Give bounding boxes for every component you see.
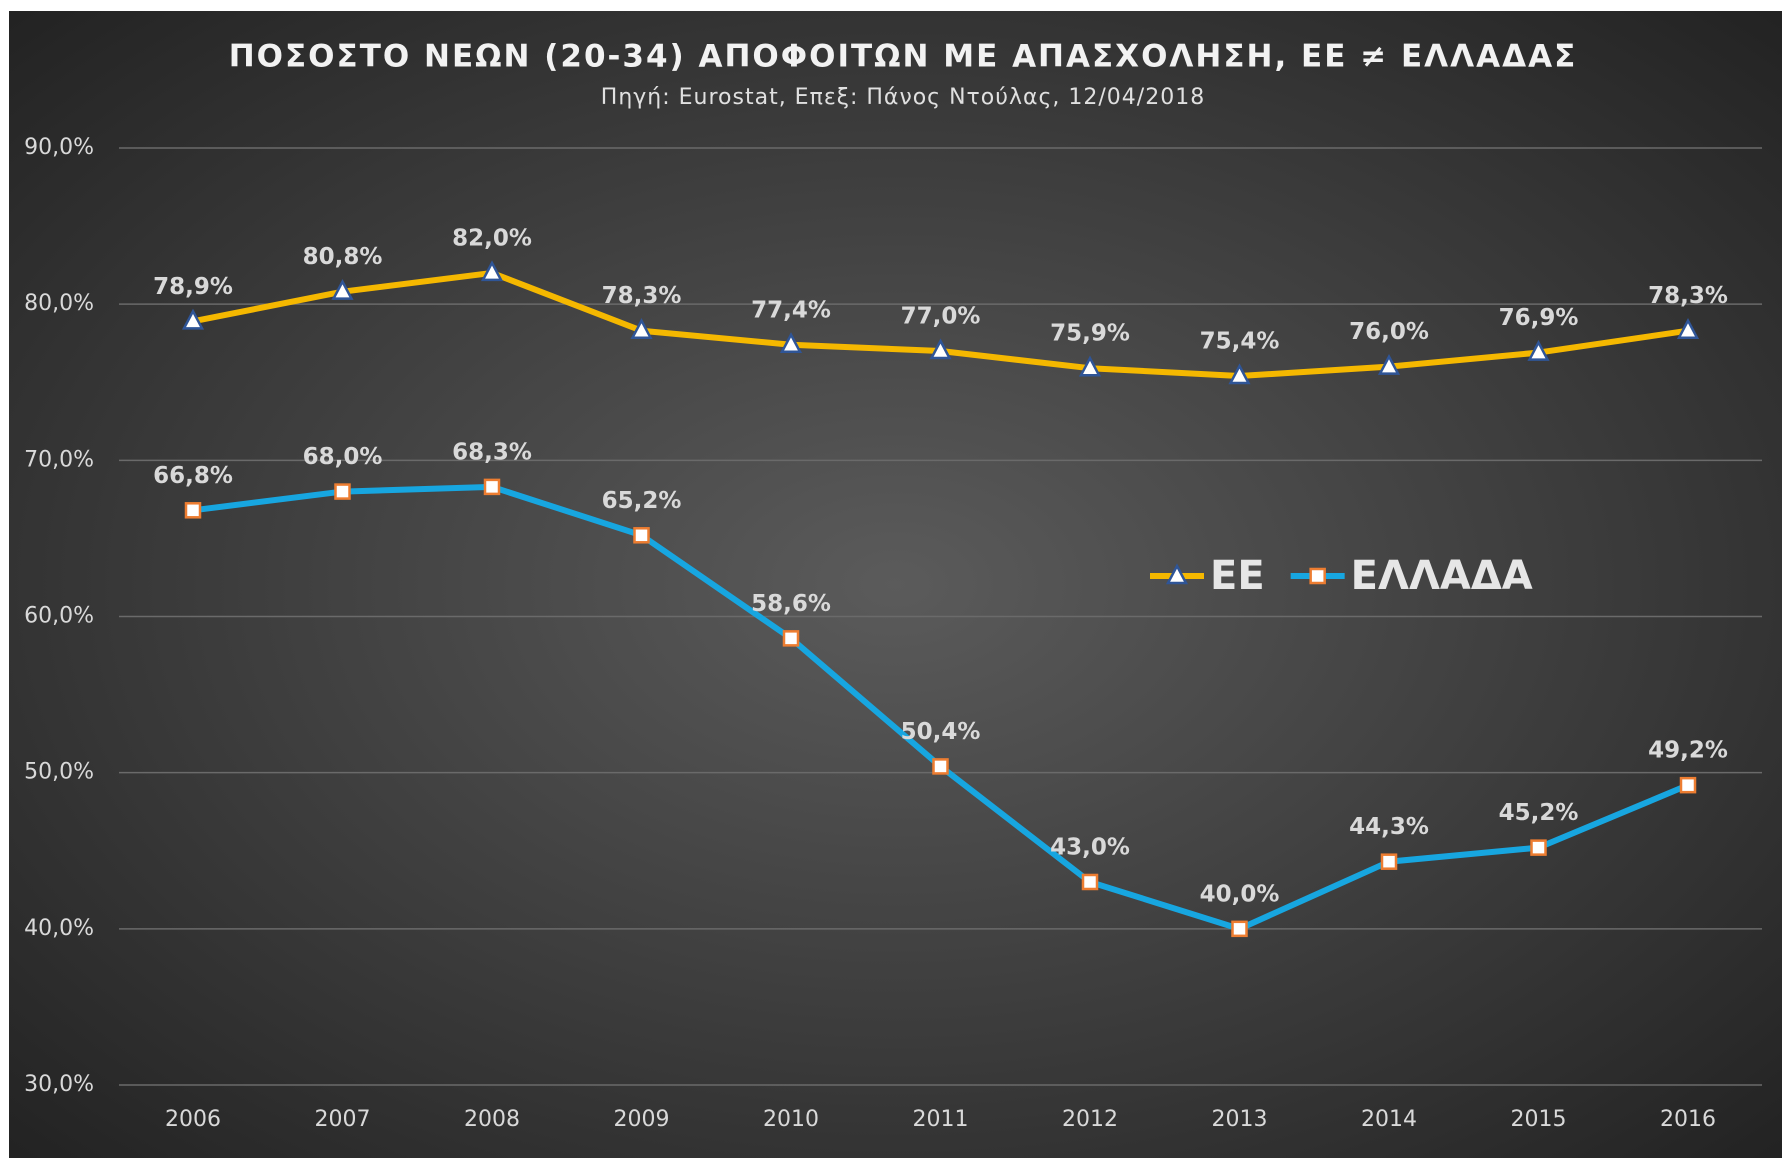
y-tick-label: 50,0%	[24, 760, 94, 785]
data-label: 78,3%	[602, 283, 682, 309]
data-label: 44,3%	[1349, 814, 1429, 840]
y-tick-label: 80,0%	[24, 291, 94, 316]
data-label: 45,2%	[1499, 800, 1579, 826]
y-tick-label: 60,0%	[24, 604, 94, 629]
chart-background	[9, 11, 1782, 1158]
y-tick-label: 30,0%	[24, 1072, 94, 1097]
data-label: 78,9%	[153, 274, 233, 300]
data-point	[181, 308, 205, 330]
data-point	[932, 758, 949, 775]
data-point	[1081, 873, 1099, 891]
legend-label: ΕΛΛΑΔΑ	[1351, 553, 1533, 599]
data-point	[1530, 839, 1547, 856]
data-point	[184, 502, 202, 519]
x-tick-label: 2011	[913, 1107, 969, 1132]
data-point	[633, 527, 650, 544]
data-label: 68,0%	[303, 444, 383, 470]
x-tick-label: 2016	[1660, 1107, 1716, 1132]
data-label: 49,2%	[1648, 738, 1728, 764]
data-point	[1377, 353, 1401, 375]
data-label: 76,9%	[1499, 305, 1579, 331]
data-label: 50,4%	[901, 719, 981, 745]
data-label: 58,6%	[751, 591, 831, 617]
data-label: 77,4%	[751, 297, 831, 323]
legend-label: ΕΕ	[1210, 553, 1265, 599]
data-point	[480, 260, 504, 282]
data-point	[929, 338, 952, 360]
data-point	[630, 318, 653, 339]
data-point	[1676, 318, 1700, 339]
x-tick-label: 2010	[763, 1107, 819, 1132]
x-tick-label: 2014	[1361, 1107, 1417, 1132]
legend-marker	[1309, 567, 1326, 585]
x-tick-label: 2015	[1511, 1107, 1567, 1132]
data-point	[1231, 920, 1248, 938]
data-point	[779, 332, 803, 354]
x-tick-label: 2009	[614, 1107, 670, 1132]
y-tick-label: 90,0%	[24, 135, 94, 160]
data-point	[483, 478, 501, 496]
data-label: 65,2%	[602, 488, 682, 514]
data-point	[1527, 339, 1550, 361]
x-tick-label: 2008	[464, 1107, 520, 1132]
data-label: 78,3%	[1648, 283, 1728, 309]
x-tick-label: 2013	[1212, 1107, 1268, 1132]
data-point	[1679, 776, 1697, 794]
data-label: 68,3%	[452, 439, 532, 465]
data-label: 77,0%	[901, 304, 981, 330]
data-label: 75,9%	[1050, 321, 1130, 347]
data-point	[1078, 355, 1102, 377]
data-label: 43,0%	[1050, 834, 1130, 860]
data-point	[331, 279, 354, 300]
x-tick-label: 2007	[315, 1107, 371, 1132]
data-label: 66,8%	[153, 463, 233, 489]
y-tick-label: 70,0%	[24, 447, 94, 472]
chart-subtitle: Πηγή: Eurostat, Επεξ: Πάνος Ντούλας, 12/…	[601, 85, 1205, 110]
legend-marker	[1165, 563, 1189, 585]
data-point	[782, 630, 800, 647]
x-tick-label: 2006	[165, 1107, 221, 1132]
x-tick-label: 2012	[1062, 1107, 1118, 1132]
data-label: 82,0%	[452, 225, 532, 251]
data-point	[334, 483, 351, 500]
data-label: 80,8%	[303, 244, 383, 270]
data-label: 75,4%	[1200, 329, 1280, 355]
data-point	[1228, 363, 1251, 385]
data-point	[1380, 853, 1398, 870]
chart-title: ΠΟΣΟΣΤΟ ΝΕΩΝ (20-34) ΑΠΟΦΟΙΤΩΝ ΜΕ ΑΠΑΣΧΟ…	[229, 39, 1578, 75]
y-tick-label: 40,0%	[24, 916, 94, 941]
data-label: 76,0%	[1349, 319, 1429, 345]
data-label: 40,0%	[1200, 881, 1280, 907]
